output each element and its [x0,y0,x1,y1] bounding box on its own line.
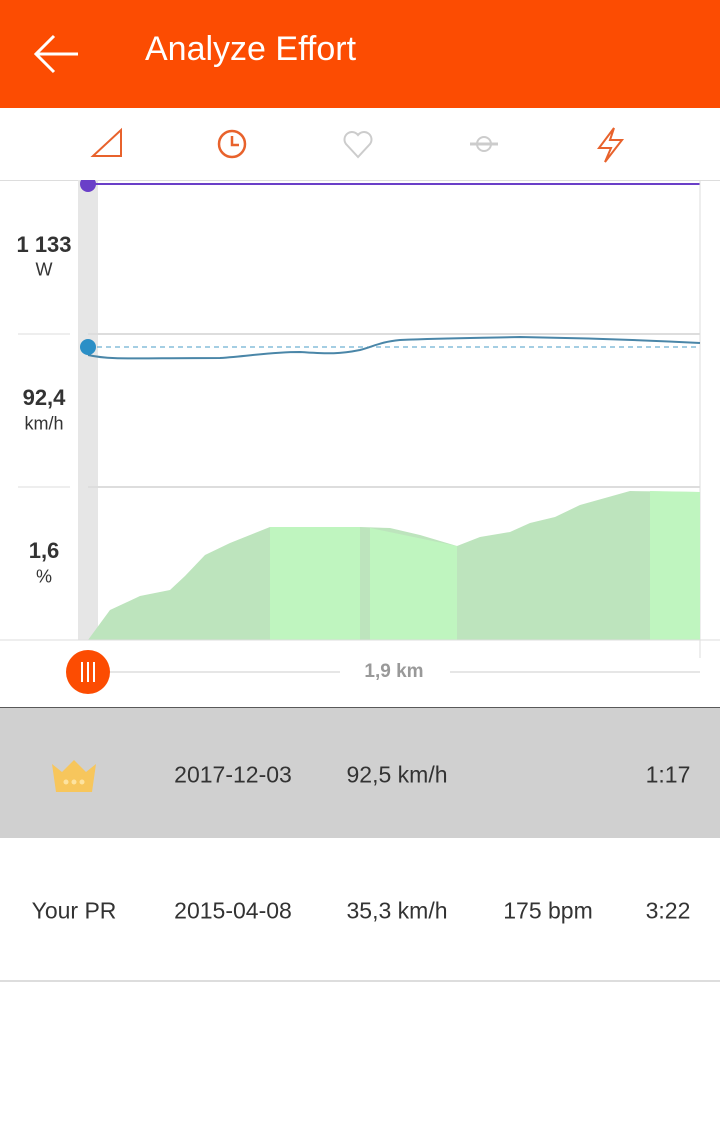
panel-value: 1 133 [16,232,72,257]
panel-value: 1,6 [28,538,60,563]
tab-icons [90,127,625,163]
crown-icon [52,760,96,792]
leaderboard-row[interactable]: 2017-12-03 92,5 km/h 1:17 [0,708,720,838]
title: Analyze Effort [145,30,357,68]
back-button[interactable] [30,30,82,78]
app-bar: Analyze Effort [0,0,720,108]
time: 3:22 [645,897,691,924]
distance-label: 1,9 km [364,661,424,682]
panel-unit: W [35,259,53,280]
speed: 35,3 km/h [346,897,448,924]
panel-unit: km/h [24,413,64,434]
elevation-tab[interactable] [90,127,122,157]
power-tab[interactable] [597,127,625,163]
panel-value: 92,4 [22,385,66,410]
time-tab[interactable] [217,129,247,159]
name: Your PR [31,897,117,924]
speed: 92,5 km/h [346,761,448,788]
tab-bar [0,108,720,181]
cadence-tab[interactable] [470,136,498,152]
effort-chart [0,180,720,709]
leaderboard-row[interactable]: Your PR 2015-04-08 35,3 km/h 175 bpm 3:2… [0,838,720,982]
date: 2017-12-03 [174,761,292,788]
scrubber-handle[interactable] [66,650,110,694]
time: 1:17 [645,761,691,788]
heart-tab[interactable] [343,131,373,159]
panel-unit: % [35,566,53,587]
heart-rate: 175 bpm [503,897,593,924]
date: 2015-04-08 [174,897,292,924]
